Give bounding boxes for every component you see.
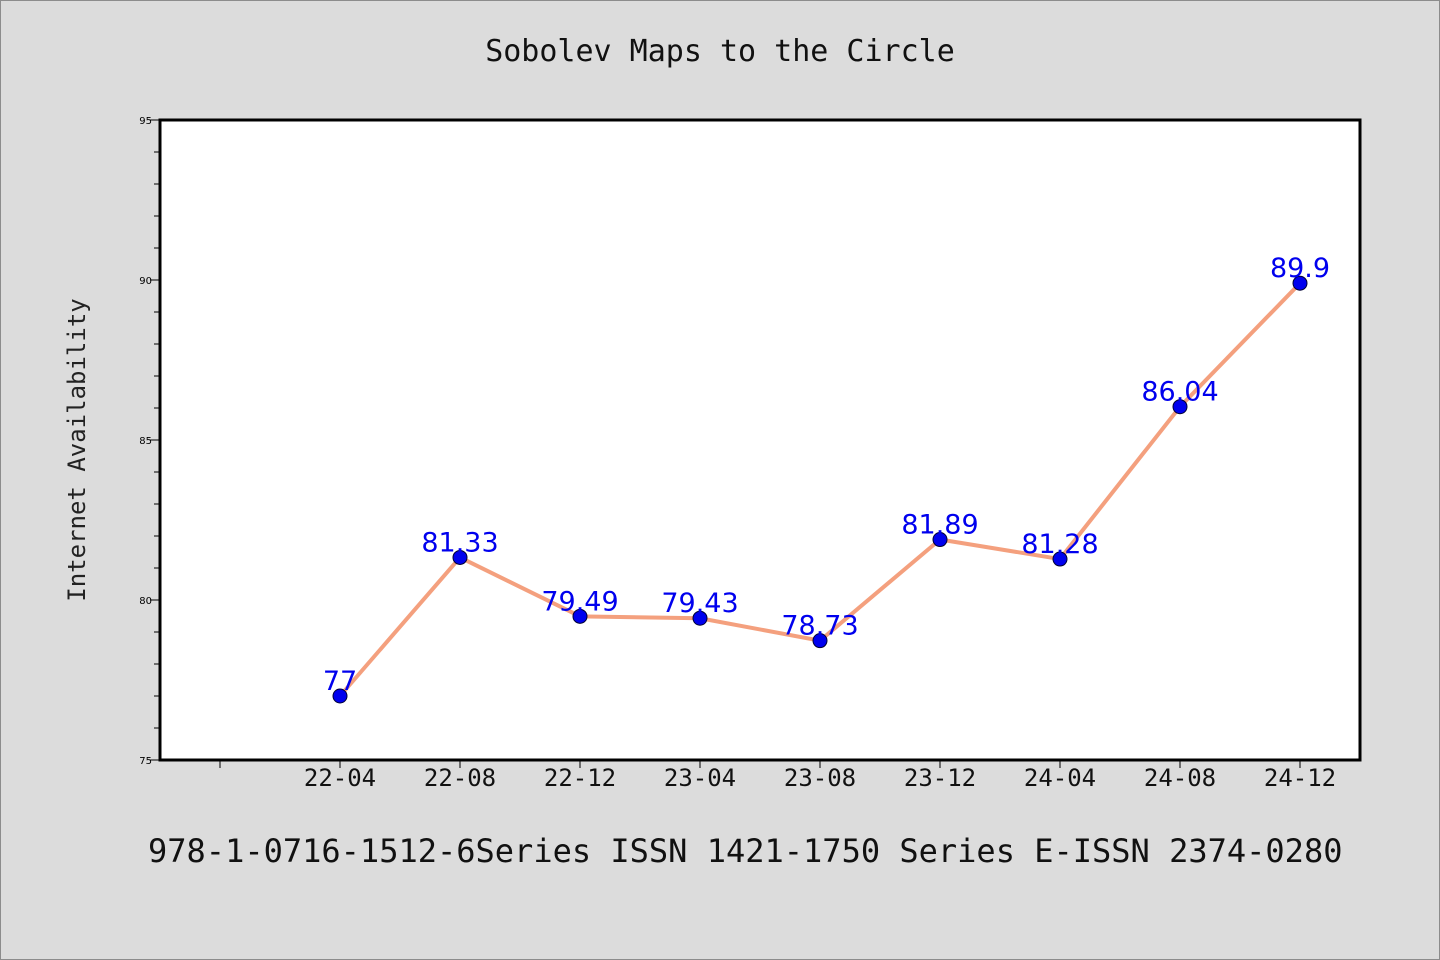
data-label: 79.43 — [661, 588, 738, 619]
data-label: 79.49 — [541, 586, 618, 617]
data-point-marker — [692, 610, 708, 626]
chart-title: Sobolev Maps to the Circle — [485, 34, 955, 69]
data-label: 81.28 — [1021, 529, 1098, 560]
data-label: 78.73 — [781, 611, 858, 642]
data-point-marker — [1172, 399, 1188, 415]
x-tick-label: 22-12 — [544, 764, 616, 792]
data-label: 89.9 — [1270, 253, 1330, 284]
x-tick-label: 22-04 — [304, 764, 376, 792]
footer-isbn-text: 978-1-0716-1512-6Series ISSN 1421-1750 S… — [148, 832, 1343, 870]
data-point-marker — [1292, 275, 1308, 291]
data-point-marker — [812, 633, 828, 649]
x-tick-label: 23-12 — [904, 764, 976, 792]
data-label: 81.89 — [901, 510, 978, 541]
y-tick-label: 80 — [139, 596, 152, 607]
data-label: 86.04 — [1141, 377, 1218, 408]
data-label: 81.33 — [421, 527, 498, 558]
x-tick-label: 23-04 — [664, 764, 736, 792]
data-label: 77 — [323, 666, 357, 697]
data-point-marker — [932, 532, 948, 548]
data-point-marker — [572, 608, 588, 624]
plot-area — [158, 118, 1362, 762]
y-tick-label: 75 — [139, 756, 152, 767]
x-tick-label: 22-08 — [424, 764, 496, 792]
y-tick-label: 90 — [139, 276, 152, 287]
y-tick-label: 85 — [139, 436, 152, 447]
data-point-marker — [452, 549, 468, 565]
x-tick-label: 23-08 — [784, 764, 856, 792]
x-tick-label: 24-08 — [1144, 764, 1216, 792]
data-point-marker — [332, 688, 348, 704]
x-tick-label: 24-12 — [1264, 764, 1336, 792]
x-tick-label: 24-04 — [1024, 764, 1096, 792]
data-point-marker — [1052, 551, 1068, 567]
y-tick-label: 95 — [139, 116, 152, 127]
